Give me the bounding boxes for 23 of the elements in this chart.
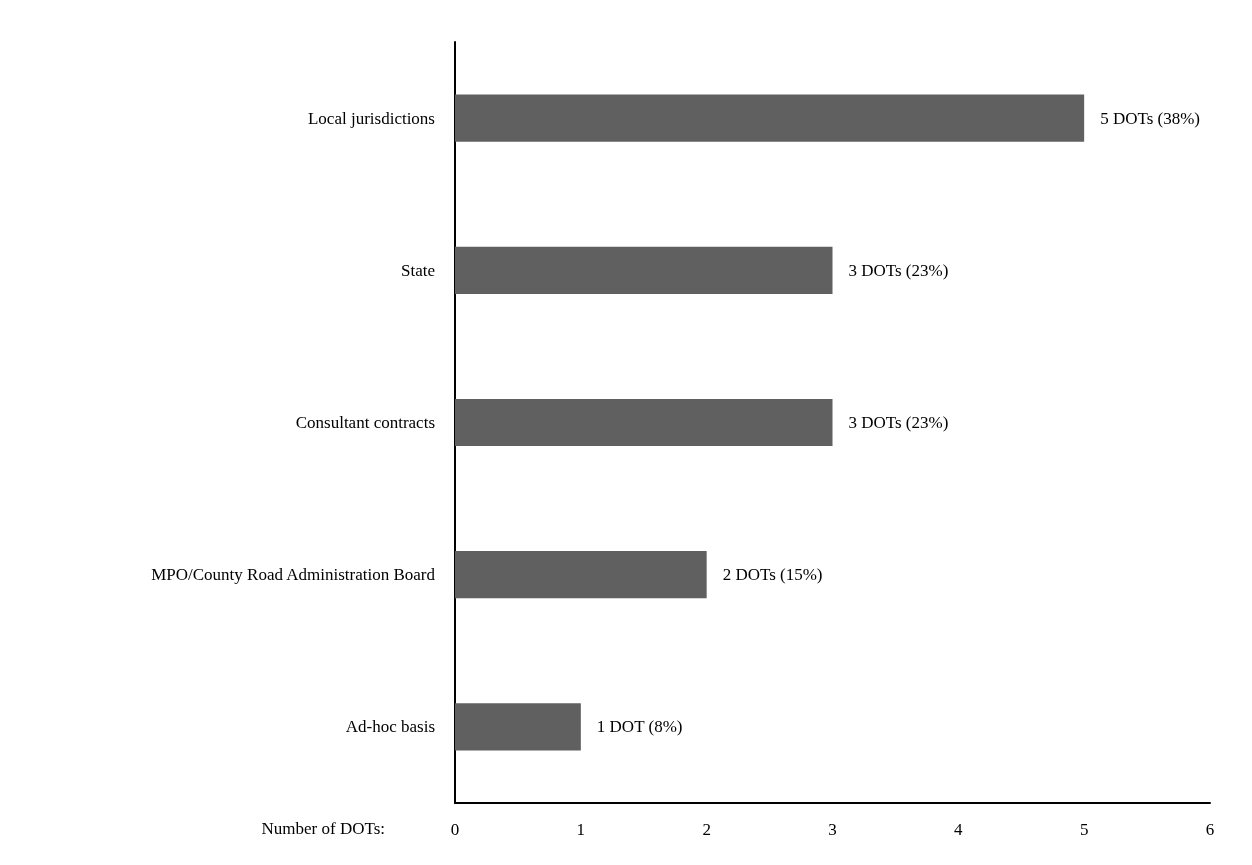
data-label: 3 DOTs (23%) [848, 413, 949, 432]
x-tick-label: 0 [450, 820, 460, 839]
data-label: 5 DOTs (38%) [1100, 108, 1201, 128]
data-label: 1 DOT (8%) [596, 717, 683, 737]
x-tick-label: 1 [576, 820, 586, 839]
x-tick-label: 3 [828, 820, 837, 839]
x-axis-title: Number of DOTs: [261, 819, 385, 838]
y-tick-label: Ad-hoc basis [345, 717, 435, 737]
x-tick-label: 4 [954, 820, 964, 839]
x-tick-label: 2 [702, 820, 711, 839]
data-label: 3 DOTs (23%) [848, 260, 949, 280]
bar [455, 246, 833, 294]
y-tick-label: Consultant contracts [295, 413, 435, 432]
bar [455, 551, 707, 599]
bar [455, 703, 581, 751]
y-tick-label: State [401, 260, 435, 280]
y-tick-label: Local jurisdictions [307, 108, 435, 128]
bar [455, 398, 833, 447]
bar [455, 94, 1085, 142]
x-tick-label: 6 [1205, 820, 1215, 839]
data-label: 2 DOTs (15%) [722, 565, 823, 585]
x-tick-label: 5 [1079, 820, 1089, 839]
y-tick-label: MPO/County Road Administration Board [151, 565, 436, 585]
